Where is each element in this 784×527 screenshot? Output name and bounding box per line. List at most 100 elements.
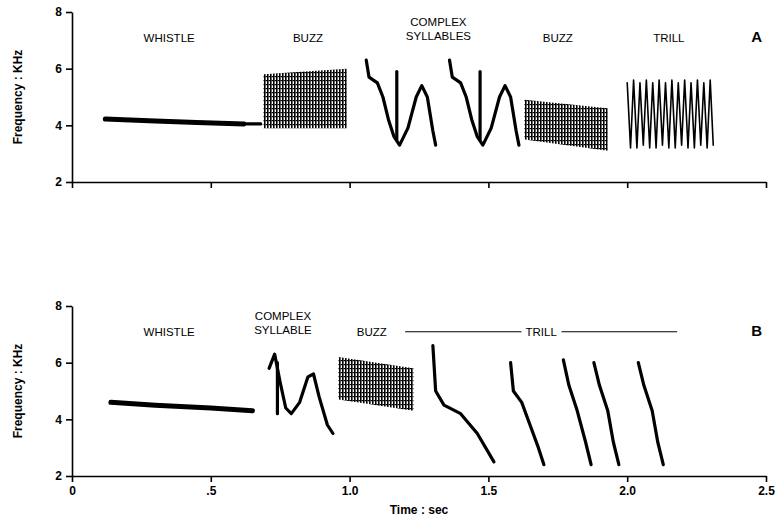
x-tick (488, 182, 489, 188)
x-tick: 1.5 (481, 476, 498, 498)
annotation: BUZZ (357, 326, 387, 338)
annotation-label: BUZZ (543, 32, 573, 44)
y-tick-label: 6 (55, 62, 62, 76)
y-tick-mark (66, 419, 72, 421)
x-tick-label: 1.0 (342, 484, 359, 498)
annotation: COMPLEX SYLLABLES (406, 16, 472, 42)
trace (395, 72, 398, 140)
annotation: COMPLEX SYLLABLE (254, 310, 312, 336)
y-tick-mark (66, 12, 72, 14)
y-tick: 6 (55, 356, 72, 370)
trace (478, 72, 481, 140)
annotation: TRILL (405, 326, 677, 338)
y-tick-label: 4 (55, 119, 62, 133)
y-tick: 2 (55, 469, 72, 483)
x-tick-mark (627, 476, 629, 482)
x-tick-mark (349, 182, 351, 188)
marks (105, 60, 713, 151)
x-tick-mark (488, 476, 490, 482)
annotation-label: BUZZ (293, 32, 323, 44)
y-axis-line (72, 307, 74, 477)
x-tick: 2.0 (619, 476, 636, 498)
panel-letter: B (751, 322, 762, 339)
annotation-label: TRILL (653, 32, 685, 44)
x-tick: 0 (69, 476, 76, 498)
y-tick-label: 8 (55, 299, 62, 313)
x-tick (72, 182, 73, 188)
y-axis: 2 4 6 8 (55, 5, 72, 189)
x-axis-title: Time : sec (390, 503, 449, 517)
annotation-label: COMPLEX (255, 310, 312, 322)
annotation: BUZZ (543, 32, 573, 44)
trace (511, 363, 544, 465)
y-tick-mark (66, 125, 72, 127)
x-axis (73, 182, 767, 188)
x-tick: 1.0 (342, 476, 359, 498)
y-tick-label: 4 (55, 413, 62, 427)
buzz (264, 69, 347, 129)
y-tick-label: 2 (55, 469, 62, 483)
x-tick: 2.5 (758, 476, 775, 498)
y-tick-mark (66, 182, 72, 184)
y-tick: 4 (55, 119, 72, 133)
annotation-label: WHISTLE (144, 32, 195, 44)
trace (450, 60, 519, 145)
x-tick-mark (211, 182, 213, 188)
y-tick-label: 8 (55, 5, 62, 19)
x-tick-label: 1.5 (481, 484, 498, 498)
panel: 0 .5 1.0 1.5 2.0 2.5 2 4 6 8 Frequency : KHz Time :… (11, 299, 775, 517)
x-axis-line (73, 182, 767, 184)
y-axis-title: Frequency : KHz (11, 344, 25, 439)
annotation-label: BUZZ (357, 326, 387, 338)
y-tick-label: 6 (55, 356, 62, 370)
x-tick-mark (349, 476, 351, 482)
trace (594, 363, 619, 465)
annotation-label: WHISTLE (144, 326, 195, 338)
x-tick-label: .5 (206, 484, 216, 498)
annotation: BUZZ (293, 32, 323, 44)
annotation-label: SYLLABLE (254, 324, 312, 336)
x-tick-mark (211, 476, 213, 482)
annotation-span (405, 331, 521, 332)
trace (627, 80, 713, 148)
x-tick-mark (766, 476, 768, 482)
y-tick-label: 2 (55, 175, 62, 189)
trace (269, 354, 333, 433)
trace (433, 346, 494, 462)
annotation: TRILL (653, 32, 685, 44)
marks (111, 346, 663, 465)
x-tick (350, 182, 351, 188)
panel: 2468Frequency : KHzAWHISTLEBUZZCOMPLEXSY… (11, 5, 767, 189)
buzz (524, 100, 607, 151)
y-tick: 8 (55, 299, 72, 313)
annotation: WHISTLE (144, 326, 195, 338)
annotation-label: SYLLABLES (406, 30, 472, 42)
y-axis-title: Frequency : KHz (11, 50, 25, 145)
annotation-label: COMPLEX (410, 16, 467, 28)
y-axis-line (72, 13, 74, 183)
buzz (338, 357, 413, 411)
x-tick-label: 0 (69, 484, 76, 498)
x-tick-label: 2.5 (758, 484, 775, 498)
annotation: WHISTLE (144, 32, 195, 44)
x-tick (627, 182, 628, 188)
y-tick-mark (66, 68, 72, 70)
x-tick: .5 (206, 476, 216, 498)
y-tick-mark (66, 306, 72, 308)
x-axis-line (73, 476, 767, 478)
trace (105, 119, 244, 124)
annotation-span (561, 331, 677, 332)
y-tick: 2 (55, 175, 72, 189)
y-tick-mark (66, 362, 72, 364)
annotation-label: TRILL (525, 326, 557, 338)
trace (247, 122, 261, 125)
trace (111, 402, 253, 411)
x-tick-label: 2.0 (619, 484, 636, 498)
y-tick: 4 (55, 413, 72, 427)
trace (276, 363, 279, 414)
x-tick (211, 182, 212, 188)
x-tick-mark (488, 182, 490, 188)
y-tick: 6 (55, 62, 72, 76)
x-tick-mark (627, 182, 629, 188)
trace (638, 363, 663, 465)
